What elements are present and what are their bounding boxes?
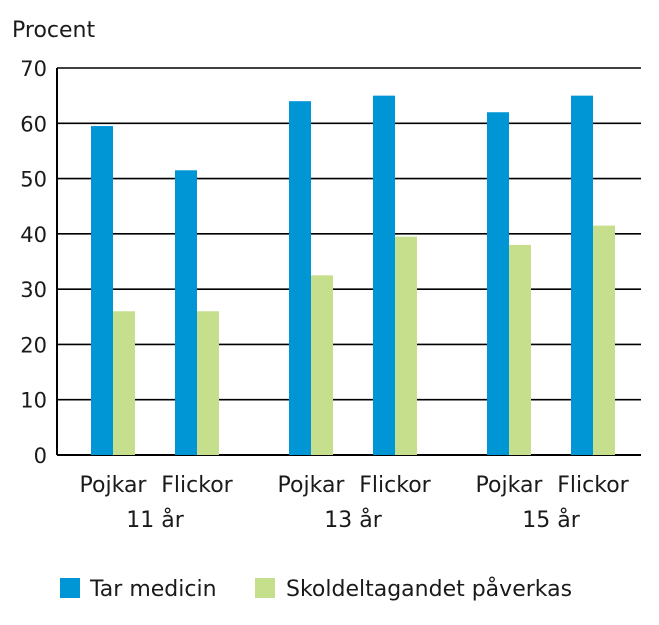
y-tick-label: 30 (20, 278, 47, 302)
x-category-labels: Pojkar Flickor 11 år Pojkar Flickor 13 år Pojk… (80, 473, 630, 533)
x-group-label: 11 år (126, 507, 184, 533)
x-category-label: Flickor (161, 473, 233, 498)
y-tick-label: 60 (20, 112, 47, 136)
bar-skoldeltagandet-3 (395, 236, 417, 455)
x-group-label: 15 år (522, 507, 580, 533)
gridlines (56, 67, 641, 456)
x-category-label: Pojkar (476, 473, 544, 498)
y-tick-label: 20 (20, 333, 47, 357)
bar-skoldeltagandet-5 (593, 225, 615, 455)
bar-tar-medicin-5 (571, 95, 593, 456)
legend-swatch (60, 578, 80, 598)
bar-tar-medicin-1 (175, 170, 197, 455)
bar-tar-medicin-3 (373, 95, 395, 456)
y-tick-label: 10 (20, 389, 47, 413)
legend-label: Skoldeltagandet påverkas (286, 576, 572, 602)
y-tick-label: 50 (20, 168, 47, 192)
legend-swatch (255, 578, 275, 598)
x-category-label: Flickor (359, 473, 431, 498)
bar-skoldeltagandet-2 (311, 275, 333, 455)
y-tick-labels: 0 10 20 30 40 50 60 70 (20, 57, 47, 468)
bar-tar-medicin-0 (91, 126, 113, 456)
bars (91, 95, 615, 456)
y-axis-label: Procent (12, 18, 95, 43)
bar-tar-medicin-2 (289, 101, 311, 456)
x-category-label: Pojkar (278, 473, 346, 498)
x-category-label: Flickor (557, 473, 629, 498)
bar-tar-medicin-4 (487, 112, 509, 455)
bar-skoldeltagandet-4 (509, 244, 531, 455)
x-group-label: 13 år (324, 507, 382, 533)
legend: Tar medicin Skoldeltagandet påverkas (60, 576, 572, 602)
y-tick-label: 40 (20, 223, 47, 247)
x-category-label: Pojkar (80, 473, 148, 498)
bar-skoldeltagandet-0 (113, 311, 135, 455)
y-tick-label: 70 (20, 57, 47, 81)
y-tick-label: 0 (34, 444, 47, 468)
legend-label: Tar medicin (89, 577, 217, 602)
bar-skoldeltagandet-1 (197, 311, 219, 455)
